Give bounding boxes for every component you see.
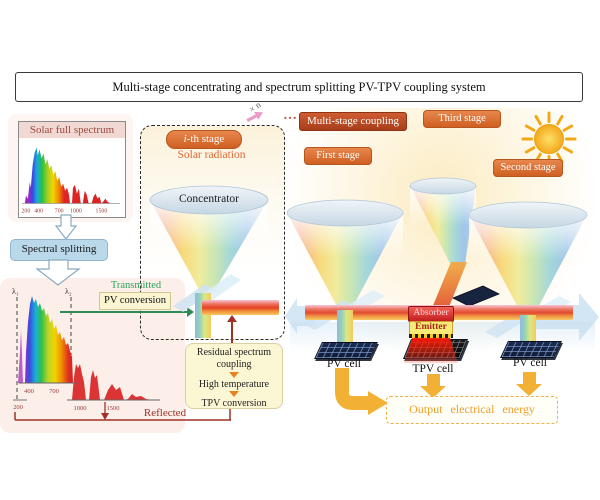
third-stage-chip: Third stage [423, 110, 501, 128]
residual-line1: Residual spectrum [196, 347, 272, 358]
tick-1500: 1500 [107, 405, 120, 412]
ith-stage-concentrator [149, 185, 279, 338]
tpv-energy-arrow [420, 374, 446, 398]
concentrator-label: Concentrator [178, 193, 240, 205]
reflected-ir-band [72, 364, 153, 400]
lambda2-label: λ₂ [65, 287, 72, 296]
hollow-down-arrow-large [36, 259, 81, 286]
ellipsis-label: … [283, 108, 297, 123]
tpv-cell-label: TPV cell [412, 363, 454, 375]
residual-up-arrow-head [227, 315, 237, 322]
ith-stage-chip: i-th stage [166, 130, 242, 149]
concentrator-aperture [149, 185, 269, 215]
first-stage-chip: First stage [304, 147, 372, 165]
down-arrow-icon [229, 391, 239, 398]
first-stage-aperture [286, 199, 404, 227]
full-spectrum-plot: 200 400 700 1000 1500 [21, 147, 121, 214]
thermal-emission-glow [404, 338, 458, 363]
spectral-splitting-chip: Spectral splitting [10, 239, 108, 261]
pv-cell-right-panel [500, 341, 562, 358]
solar-radiation-label: Solar radiation [177, 149, 246, 161]
second-stage-chip: Second stage [493, 159, 563, 177]
full-spectrum-header: Solar full spectrum [19, 122, 125, 138]
pv-left-energy-arrow [335, 368, 388, 415]
lambda1-label: λ₁ [12, 287, 19, 296]
transmitted-band [25, 296, 73, 383]
tick-400: 400 [24, 388, 34, 395]
pv-right-energy-arrow [516, 372, 542, 396]
second-stage-beam-down [520, 315, 536, 344]
stage-suffix: -th stage [186, 133, 225, 145]
tick-200: 200 [21, 208, 30, 214]
high-temperature-label: High temperature [198, 378, 270, 390]
pv-cell-left-label: PV cell [327, 358, 361, 370]
absorber-box: Absorber [408, 306, 454, 322]
transmitted-arrow-head [187, 307, 194, 317]
pv-conversion-chip: PV conversion [99, 292, 171, 310]
figure-title: Multi-stage concentrating and spectrum s… [112, 79, 486, 94]
emitter-box: Emitter [409, 321, 453, 335]
tick-400: 400 [34, 208, 43, 214]
down-arrow-icon [229, 371, 239, 378]
pv-cell-right-label: PV cell [513, 357, 547, 369]
first-stage-beam-down [337, 310, 353, 344]
emitter-filter-pattern [409, 334, 453, 338]
tick-700: 700 [49, 388, 59, 395]
pv-cell-left-panel [314, 342, 378, 359]
second-stage-aperture [468, 201, 588, 229]
transmitted-beam-down [195, 293, 211, 338]
reflected-beam-right [202, 300, 279, 315]
third-stage-aperture [409, 177, 477, 195]
residual-note-box: Residual spectrum coupling High temperat… [185, 343, 283, 409]
tick-1000: 1000 [74, 405, 87, 412]
solar-full-spectrum-chart: Solar full spectrum 200 400 700 1000 150… [18, 121, 126, 218]
hollow-down-arrow-small [55, 214, 77, 240]
output-box: Output electrical energy [386, 396, 558, 424]
residual-up-arrow-shaft [231, 320, 233, 343]
third-stage-cell [452, 285, 500, 307]
uv-spike [18, 330, 23, 383]
title-box: Multi-stage concentrating and spectrum s… [15, 72, 583, 102]
reflected-label: Reflected [144, 407, 187, 419]
tick-200: 200 [13, 404, 23, 411]
transmitted-label: Transmitted [110, 280, 162, 291]
multi-stage-coupling-chip: Multi-stage coupling [299, 112, 407, 131]
residual-line2: coupling [216, 358, 252, 370]
third-stage-beam [432, 262, 467, 312]
stage-i: i [183, 133, 187, 145]
full-spectrum-curve [24, 147, 111, 204]
tpv-conversion-label: TPV conversion [201, 398, 267, 410]
reflected-down-arrow-head [101, 413, 109, 420]
tick-1500: 1500 [96, 208, 108, 214]
